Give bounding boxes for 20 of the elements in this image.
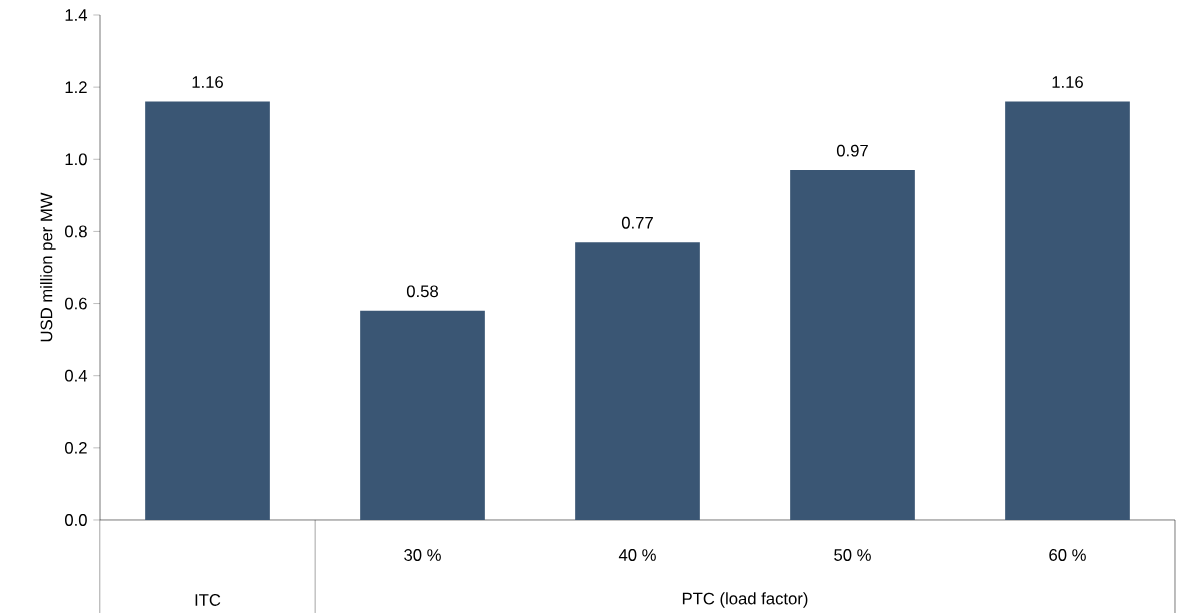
y-tick-label: 0.0: [65, 514, 87, 526]
x-tick-label: 40 %: [618, 549, 656, 561]
y-tick-label: 1.0: [65, 153, 87, 166]
data-label: 0.97: [836, 144, 868, 157]
y-axis-title: USD million per MW: [40, 192, 56, 342]
y-tick-label: 0.8: [65, 225, 87, 238]
data-label: 1.16: [192, 76, 223, 88]
data-label: 0.77: [621, 216, 653, 229]
y-tick-label: 0.6: [65, 297, 87, 310]
y-tick-label: 1.2: [65, 81, 87, 93]
data-label: 1.16: [1052, 76, 1083, 88]
y-tick-label: 0.4: [65, 369, 88, 382]
y-tick-label: 0.2: [65, 441, 87, 454]
x-tick-label: 60 %: [1049, 549, 1086, 561]
x-tick-label: 30 %: [404, 549, 441, 561]
text: ITC: [195, 594, 221, 606]
y-tick-label: 1.4: [65, 9, 88, 21]
text: PTC (load factor): [682, 592, 808, 608]
x-tick-label: 50 %: [834, 549, 871, 561]
data-label: 0.58: [406, 285, 439, 298]
